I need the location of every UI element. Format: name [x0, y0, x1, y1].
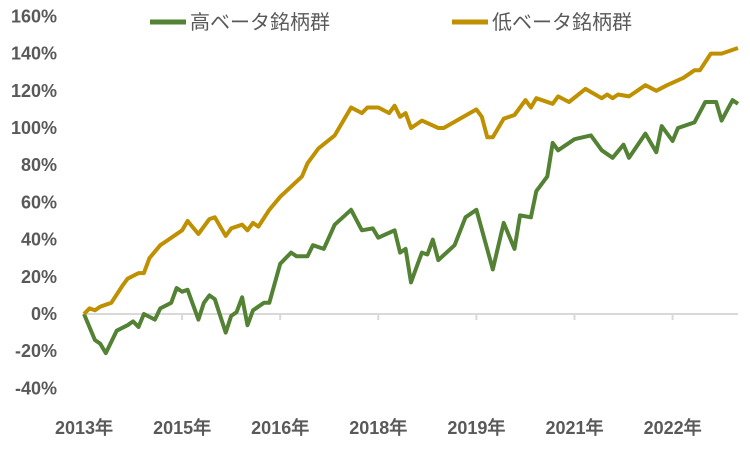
- y-tick-label: 100%: [11, 118, 57, 138]
- legend: 高ベータ銘柄群 低ベータ銘柄群: [150, 11, 632, 34]
- y-tick-label: 20%: [21, 267, 57, 287]
- x-tick-label: 2021年: [545, 417, 603, 438]
- x-tick-label: 2016年: [251, 417, 309, 438]
- y-tick-label: 40%: [21, 230, 57, 250]
- y-tick-label: 120%: [11, 81, 57, 101]
- x-tick-label: 2015年: [153, 417, 211, 438]
- x-tick-label: 2022年: [644, 417, 702, 438]
- series-line-high-beta: [82, 98, 740, 356]
- y-tick-label: -40%: [15, 378, 57, 398]
- series-line-low-beta: [82, 46, 739, 316]
- y-tick-label: 0%: [31, 304, 57, 324]
- y-tick-label: -20%: [15, 341, 57, 361]
- legend-label-low-beta: 低ベータ銘柄群: [492, 11, 632, 34]
- y-tick-label: 160%: [11, 6, 57, 26]
- y-axis: 160% 140% 120% 100% 80% 60% 40% 20% 0% -20% -40%: [11, 6, 57, 398]
- x-tick-label: 2019年: [447, 417, 505, 438]
- y-tick-label: 140%: [11, 44, 57, 64]
- x-tick-label: 2013年: [55, 417, 113, 438]
- x-axis: 2013年 2015年 2016年 2018年 2019年 2021年 2022年: [55, 313, 738, 438]
- x-tick-label: 2018年: [349, 417, 407, 438]
- y-tick-label: 80%: [21, 155, 57, 175]
- legend-label-high-beta: 高ベータ銘柄群: [190, 11, 330, 34]
- y-tick-label: 60%: [21, 192, 57, 212]
- series-group: [82, 46, 740, 356]
